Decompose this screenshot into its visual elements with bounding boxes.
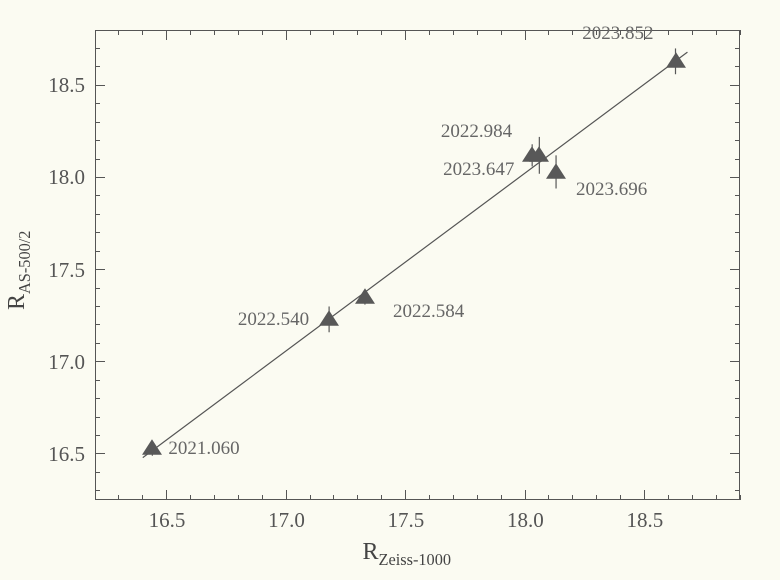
data-point-marker [662, 47, 690, 75]
chart-container: 16.517.017.518.018.516.517.017.518.018.5… [0, 0, 780, 580]
point-label: 2023.852 [582, 24, 653, 43]
error-bar [0, 0, 780, 580]
